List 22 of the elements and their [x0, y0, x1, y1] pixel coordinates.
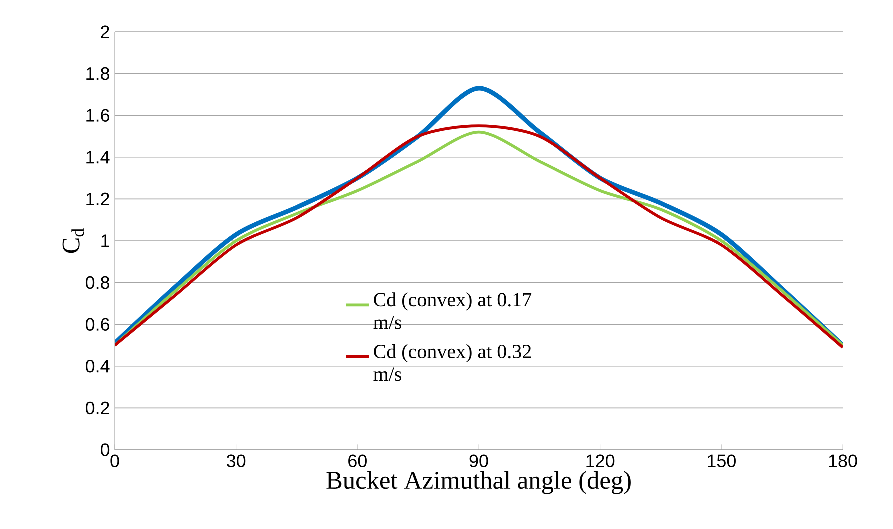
y-tick-label: 0.6 — [86, 318, 110, 331]
legend-label: Cd (convex) at 0.32 m/s — [374, 344, 532, 382]
y-tick-label: 1.2 — [86, 192, 110, 206]
x-tick-label: 180 — [829, 454, 858, 468]
x-axis-title: Bucket Azimuthal angle (deg) — [326, 471, 631, 494]
x-tick-label: 150 — [708, 454, 736, 468]
x-tick-label: 90 — [470, 454, 488, 468]
y-tick-label: 0 — [100, 444, 110, 456]
y-tick-label: 1 — [102, 234, 110, 248]
y-tick-label: 1.8 — [86, 67, 110, 80]
x-tick-label: 0 — [110, 454, 120, 468]
y-tick-label: 0.8 — [86, 276, 110, 290]
legend-label: Cd (convex) at 0.17 m/s — [374, 292, 532, 330]
y-tick-label: 1.4 — [86, 151, 110, 164]
y-axis-title: C$_{d}$ — [62, 228, 84, 254]
y-tick-label: 1.6 — [86, 109, 110, 122]
x-tick-label: 60 — [348, 454, 367, 468]
x-tick-label: 120 — [586, 454, 615, 468]
y-tick-label: 0.4 — [86, 360, 110, 373]
x-tick-label: 30 — [227, 454, 246, 468]
y-tick-label: 2 — [101, 26, 110, 38]
y-tick-label: 0.2 — [86, 402, 110, 415]
